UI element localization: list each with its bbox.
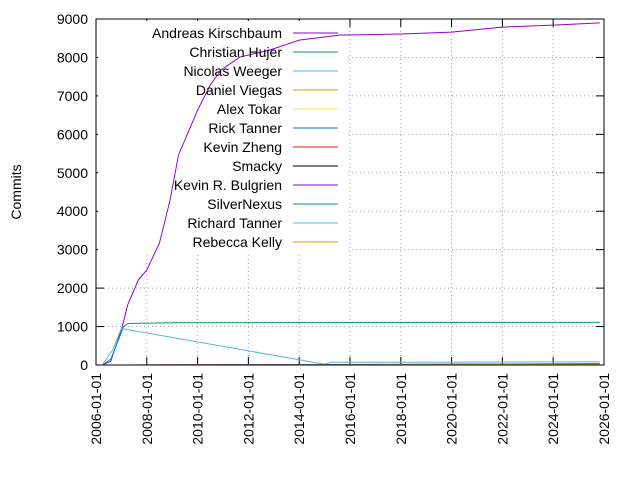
- legend-label: Christian Hujer: [189, 44, 282, 60]
- legend-label: Andreas Kirschbaum: [152, 25, 282, 41]
- x-tick-label: 2020-01-01: [444, 373, 460, 445]
- y-tick-label: 9000: [57, 11, 88, 27]
- y-tick-label: 1000: [57, 319, 88, 335]
- x-tick-label: 2006-01-01: [88, 373, 104, 445]
- series-line: [101, 321, 600, 366]
- x-tick-label: 2008-01-01: [139, 373, 155, 445]
- legend-label: Nicolas Weeger: [183, 63, 282, 79]
- x-tick-label: 2018-01-01: [393, 373, 409, 445]
- y-tick-label: 2000: [57, 280, 88, 296]
- plot-border: [95, 18, 605, 366]
- legend-label: SilverNexus: [207, 196, 282, 212]
- x-tick-label: 2026-01-01: [596, 373, 612, 445]
- y-tick-label: 5000: [57, 165, 88, 181]
- x-tick-label: 2014-01-01: [291, 373, 307, 445]
- y-tick-label: 8000: [57, 49, 88, 65]
- x-tick-label: 2024-01-01: [545, 373, 561, 445]
- legend-label: Rick Tanner: [208, 120, 282, 136]
- y-tick-label: 7000: [57, 88, 88, 104]
- legend-label: Kevin Zheng: [203, 139, 282, 155]
- y-axis-label: Commits: [8, 164, 24, 219]
- legend-background: [98, 21, 348, 253]
- x-tick-label: 2016-01-01: [342, 373, 358, 445]
- legend-label: Richard Tanner: [187, 215, 282, 231]
- series-line: [102, 22, 600, 366]
- y-tick-label: 4000: [57, 203, 88, 219]
- legend-label: Daniel Viegas: [196, 82, 282, 98]
- legend-label: Alex Tokar: [217, 101, 282, 117]
- x-tick-label: 2010-01-01: [190, 373, 206, 445]
- legend-label: Smacky: [232, 158, 282, 174]
- x-tick-label: 2012-01-01: [240, 373, 256, 445]
- y-tick-label: 0: [80, 357, 88, 373]
- legend-label: Rebecca Kelly: [193, 234, 283, 250]
- y-tick-label: 6000: [57, 126, 88, 142]
- y-tick-label: 3000: [57, 242, 88, 258]
- series-line: [101, 327, 600, 366]
- x-tick-label: 2022-01-01: [494, 373, 510, 445]
- legend-label: Kevin R. Bulgrien: [174, 177, 282, 193]
